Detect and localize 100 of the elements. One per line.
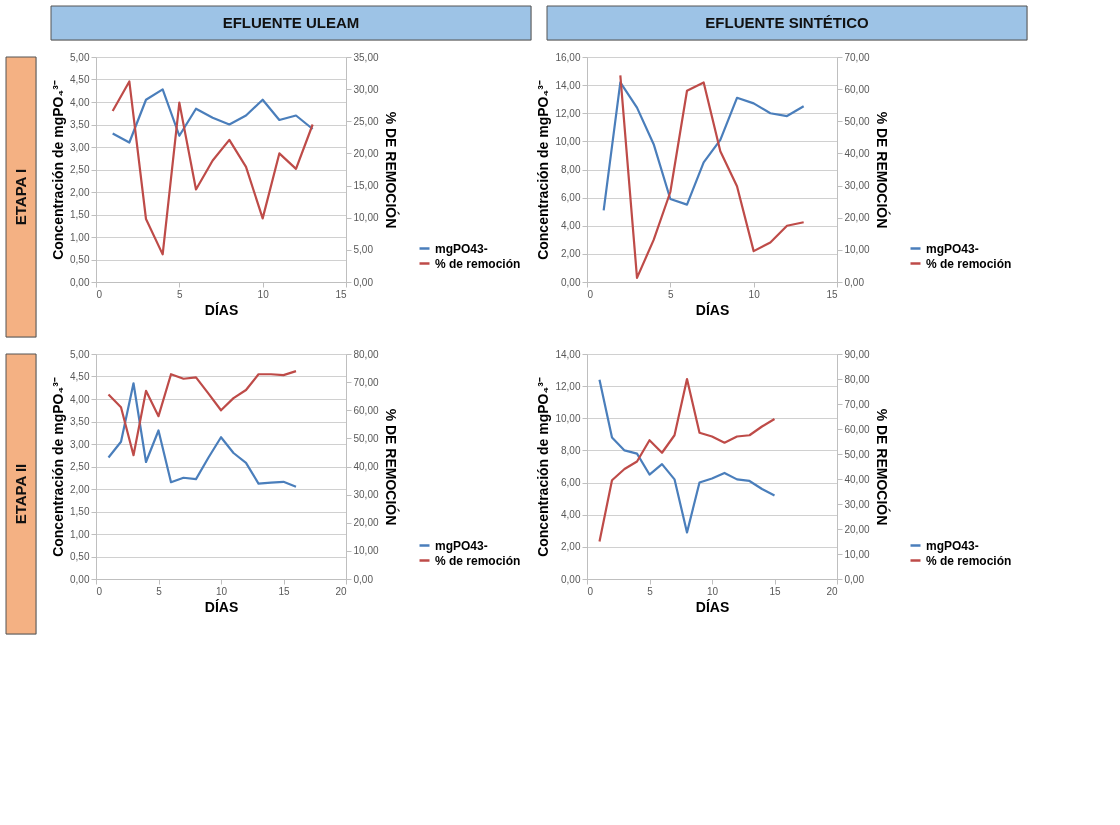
y-tick-label: 2,00	[70, 483, 90, 495]
y-tick-label: 2,50	[70, 164, 90, 175]
line-series	[111, 88, 314, 144]
y2-tick-label: 10,00	[844, 548, 870, 560]
y-tick-label: 1,50	[70, 209, 90, 220]
x-axis-title: DÍAS	[695, 598, 730, 615]
y2-axis-title: % DE REMOCIÓN	[382, 111, 400, 229]
text: ETAPA II	[12, 463, 29, 525]
y2-axis-title: % DE REMOCIÓN	[382, 408, 400, 526]
x-tick-label: 5	[177, 288, 184, 300]
y2-tick-label: 70,00	[844, 398, 870, 410]
y2-tick-label: 5,00	[353, 244, 374, 256]
text: ETAPA I	[12, 168, 29, 226]
y-tick-label: 1,00	[70, 528, 90, 540]
x-tick-label: 20	[826, 585, 838, 597]
y-tick-label: 2,00	[561, 248, 581, 260]
y2-tick-label: 20,00	[353, 517, 379, 529]
y2-tick-label: 80,00	[353, 348, 379, 360]
x-tick-label: 5	[668, 288, 675, 300]
x-axis-title: DÍAS	[204, 598, 239, 615]
x-tick-label: 15	[335, 288, 347, 300]
y2-tick-label: 0,00	[844, 573, 865, 585]
y-tick-label: 3,50	[70, 119, 90, 130]
y-tick-label: 0,00	[561, 573, 581, 585]
x-tick-label: 10	[748, 288, 761, 300]
y-axis-title: Concentración de mgPO₄³⁻	[50, 80, 67, 260]
y-tick-label: 8,00	[561, 164, 581, 175]
y-tick-label: 12,00	[555, 107, 581, 119]
x-tick-label: 10	[215, 585, 228, 597]
y-tick-label: 4,00	[70, 393, 90, 405]
x-tick-label: 5	[647, 585, 654, 597]
y-axis-title: Concentración de mgPO₄³⁻	[535, 377, 552, 557]
legend-label: % de remoción	[435, 256, 521, 271]
line-series	[602, 81, 805, 212]
y-tick-label: 0,00	[561, 276, 581, 288]
y2-tick-label: 30,00	[353, 489, 379, 501]
y-tick-label: 14,00	[555, 348, 581, 360]
y-tick-label: 4,00	[561, 220, 581, 232]
y-tick-label: 2,00	[561, 541, 581, 553]
y-tick-label: 12,00	[555, 380, 581, 392]
y2-tick-label: 40,00	[353, 461, 379, 472]
legend-label: % de remoción	[435, 553, 521, 568]
y-axis-title: Concentración de mgPO₄³⁻	[50, 377, 67, 557]
y2-tick-label: 0,00	[353, 276, 374, 288]
y2-tick-label: 50,00	[844, 115, 870, 127]
line-series	[111, 80, 314, 256]
y2-tick-label: 15,00	[353, 180, 379, 192]
y2-tick-label: 30,00	[844, 180, 870, 192]
y-tick-label: 1,50	[70, 506, 90, 517]
y2-tick-label: 30,00	[844, 498, 870, 510]
x-tick-label: 20	[335, 585, 347, 597]
y-tick-label: 0,00	[70, 573, 90, 585]
y-tick-label: 0,50	[70, 551, 90, 562]
y2-tick-label: 0,00	[353, 573, 374, 585]
x-tick-label: 0	[587, 288, 594, 300]
y2-axis-title: % DE REMOCIÓN	[873, 408, 891, 526]
y2-tick-label: 50,00	[353, 432, 379, 444]
x-tick-label: 5	[156, 585, 163, 597]
legend-label: mgPO43-	[435, 538, 488, 553]
x-tick-label: 15	[826, 288, 838, 300]
x-tick-label: 10	[257, 288, 270, 300]
y2-tick-label: 60,00	[844, 83, 870, 95]
y-tick-label: 4,50	[70, 74, 90, 85]
y2-tick-label: 10,00	[844, 244, 870, 256]
y-tick-label: 14,00	[555, 79, 581, 91]
y-tick-label: 2,00	[70, 186, 90, 198]
line-series	[107, 370, 298, 457]
y-tick-label: 1,00	[70, 231, 90, 243]
x-tick-label: 0	[96, 585, 103, 597]
x-tick-label: 0	[96, 288, 103, 300]
x-axis-title: DÍAS	[695, 301, 730, 318]
legend-label: % de remoción	[926, 553, 1012, 568]
y2-tick-label: 40,00	[844, 473, 870, 485]
x-tick-label: 15	[769, 585, 781, 597]
y2-tick-label: 70,00	[353, 376, 379, 388]
y-tick-label: 4,50	[70, 371, 90, 382]
y2-tick-label: 90,00	[844, 348, 870, 360]
legend-label: mgPO43-	[926, 538, 979, 553]
y-tick-label: 4,00	[561, 509, 581, 521]
y2-tick-label: 50,00	[844, 448, 870, 460]
y2-tick-label: 60,00	[844, 423, 870, 435]
line-series	[619, 74, 805, 279]
y-tick-label: 5,00	[70, 348, 90, 360]
y-tick-label: 8,00	[561, 444, 581, 456]
x-tick-label: 0	[587, 585, 594, 597]
legend-label: mgPO43-	[926, 241, 979, 256]
line-series	[107, 382, 298, 488]
y2-tick-label: 35,00	[353, 51, 379, 63]
x-tick-label: 15	[278, 585, 290, 597]
y-tick-label: 16,00	[555, 51, 581, 63]
y-tick-label: 6,00	[561, 477, 581, 489]
y-tick-label: 0,50	[70, 254, 90, 265]
y2-axis-title: % DE REMOCIÓN	[873, 111, 891, 229]
y2-tick-label: 0,00	[844, 276, 865, 288]
y-tick-label: 2,50	[70, 461, 90, 472]
y2-tick-label: 20,00	[844, 523, 870, 535]
y-tick-label: 3,50	[70, 416, 90, 427]
x-tick-label: 10	[706, 585, 719, 597]
y2-tick-label: 10,00	[353, 212, 379, 224]
y-tick-label: 6,00	[561, 192, 581, 204]
